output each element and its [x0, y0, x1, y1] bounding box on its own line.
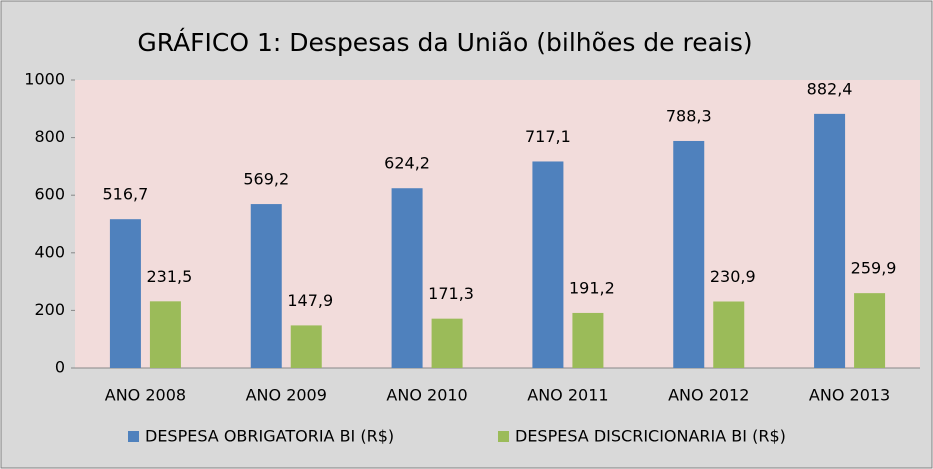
- bar: [572, 312, 604, 368]
- data-label: 569,2: [243, 170, 289, 189]
- bar: [854, 293, 886, 368]
- bar: [290, 325, 322, 368]
- data-label: 788,3: [666, 106, 712, 125]
- legend-swatch: [498, 431, 509, 442]
- chart-title: GRÁFICO 1: Despesas da União (bilhões de…: [137, 28, 752, 57]
- y-tick-label: 600: [34, 185, 65, 204]
- bar: [713, 301, 745, 368]
- data-label: 191,2: [569, 278, 615, 297]
- bar: [673, 140, 705, 368]
- y-tick-label: 0: [55, 358, 65, 377]
- bar: [431, 318, 463, 368]
- x-tick-label: ANO 2012: [668, 386, 749, 405]
- data-label: 882,4: [807, 79, 853, 98]
- bar: [149, 301, 181, 368]
- legend-swatch: [128, 431, 139, 442]
- data-label: 231,5: [147, 267, 193, 286]
- x-tick-label: ANO 2013: [809, 386, 890, 405]
- bar: [532, 161, 564, 368]
- bar: [814, 113, 846, 368]
- x-tick-label: ANO 2009: [246, 386, 327, 405]
- x-tick-label: ANO 2008: [105, 386, 186, 405]
- legend-label: DESPESA DISCRICIONARIA BI (R$): [515, 427, 786, 446]
- data-label: 624,2: [384, 154, 430, 173]
- legend-label: DESPESA OBRIGATORIA BI (R$): [145, 427, 394, 446]
- plot-area: [75, 80, 920, 368]
- data-label: 516,7: [103, 185, 149, 204]
- bar: [109, 219, 141, 368]
- y-tick-label: 1000: [24, 70, 65, 89]
- y-tick-label: 800: [34, 127, 65, 146]
- bar: [391, 188, 423, 368]
- data-label: 717,1: [525, 127, 571, 146]
- x-tick-label: ANO 2010: [386, 386, 467, 405]
- data-label: 230,9: [710, 267, 756, 286]
- y-tick-label: 200: [34, 300, 65, 319]
- y-tick-label: 400: [34, 242, 65, 261]
- data-label: 147,9: [287, 291, 333, 310]
- x-tick-label: ANO 2011: [527, 386, 608, 405]
- bar: [250, 204, 282, 368]
- data-label: 259,9: [851, 259, 897, 278]
- data-label: 171,3: [428, 284, 474, 303]
